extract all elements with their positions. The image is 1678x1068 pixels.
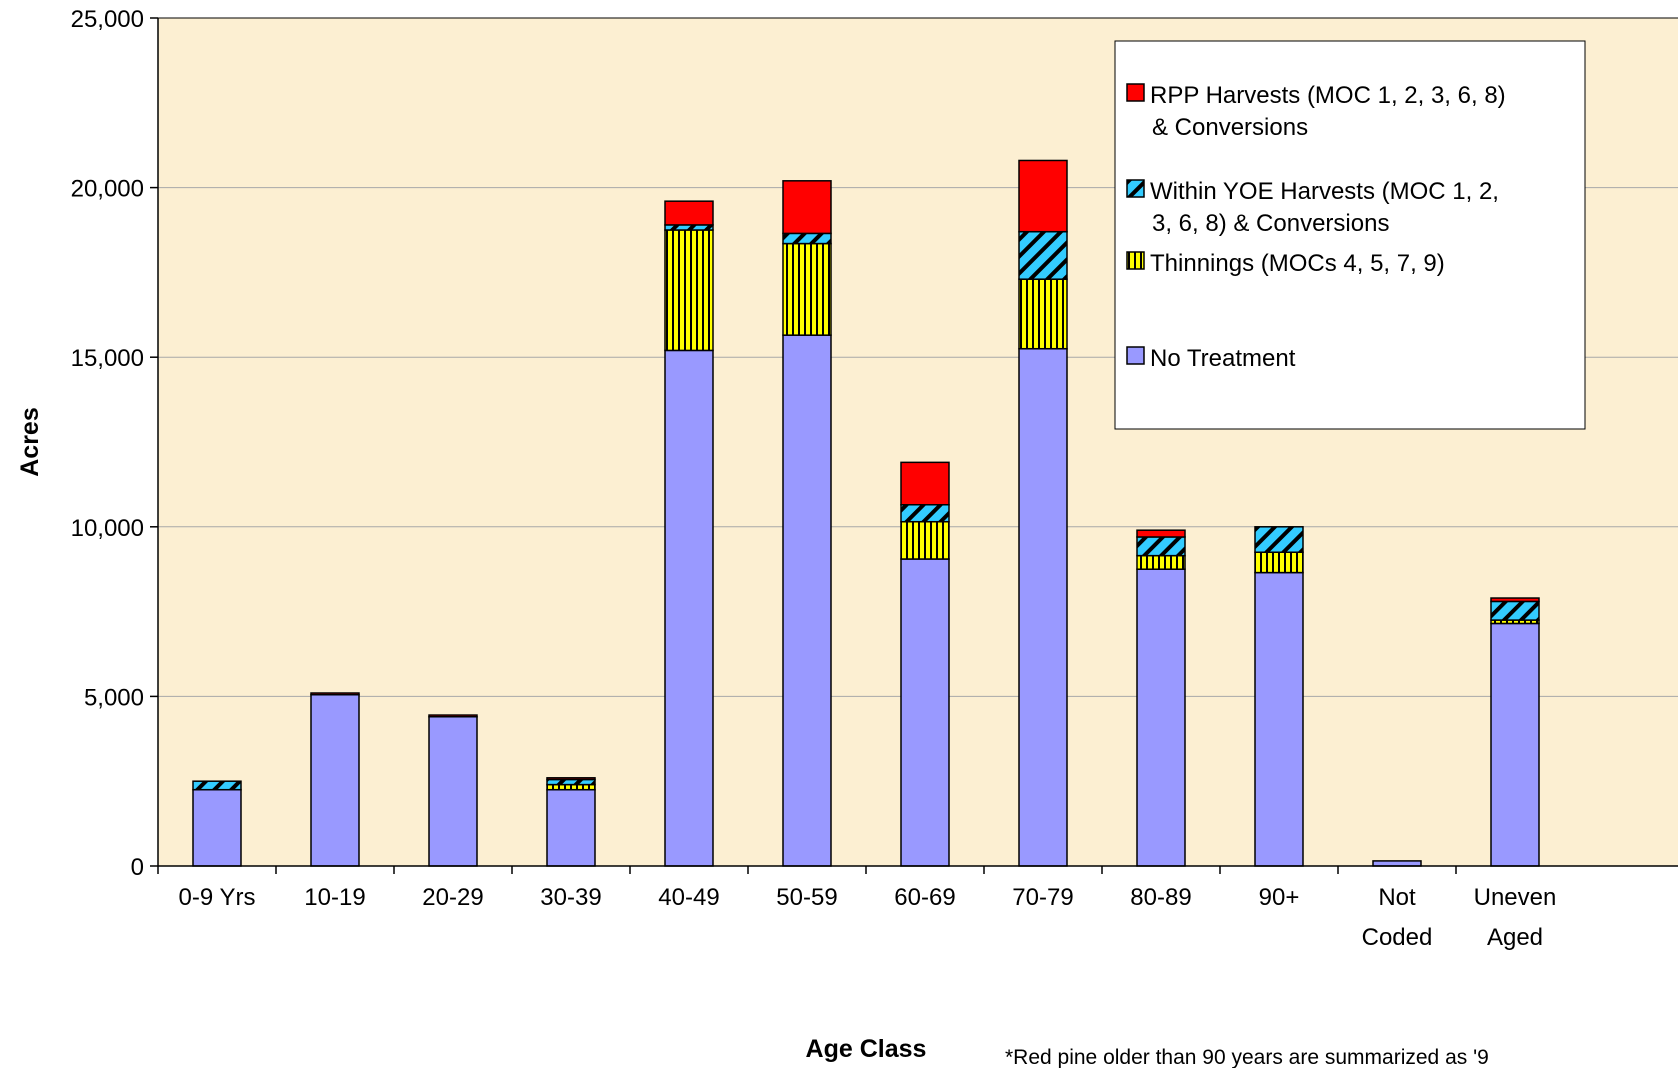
- bar-segment-2: [546, 778, 596, 786]
- legend: RPP Harvests (MOC 1, 2, 3, 6, 8) & Conver…: [1114, 40, 1586, 430]
- legend-box: [1114, 40, 1586, 430]
- y-axis-title: Acres: [16, 407, 44, 477]
- x-tick-label: 20-29: [422, 884, 483, 911]
- x-tick-label: Uneven: [1474, 884, 1557, 911]
- x-tick-label: 60-69: [894, 884, 955, 911]
- legend-label: No Treatment: [1150, 345, 1296, 372]
- legend-swatch: [1126, 179, 1145, 198]
- bar-segment-1: [546, 783, 596, 791]
- x-tick-label: 90+: [1259, 884, 1300, 911]
- x-tick-label: 0-9 Yrs: [179, 884, 256, 911]
- bar-segment-2: [192, 780, 242, 791]
- bar-segment-2: [782, 232, 832, 245]
- legend-label: Within YOE Harvests (MOC 1, 2,: [1150, 178, 1499, 205]
- bar-segment-1: [1018, 278, 1068, 350]
- bar-segment-0: [900, 558, 950, 867]
- x-tick-label: Not: [1378, 884, 1416, 911]
- legend-swatch: [1126, 83, 1145, 102]
- x-axis-ticks: 0-9 Yrs 10-19 20-29 30-39 40-49 50-59 60-69 70-…: [157, 866, 1557, 951]
- bar-segment-2: [1490, 600, 1540, 621]
- bar-segment-3: [1490, 597, 1540, 603]
- y-tick-label: 5,000: [84, 684, 144, 711]
- bar-segment-2: [1136, 536, 1186, 557]
- footnote: *Red pine older than 90 years are summar…: [1005, 1046, 1489, 1068]
- bar-segment-2: [664, 224, 714, 231]
- y-axis-ticks: 0 5,000 10,000 15,000 20,000 25,000: [71, 6, 158, 881]
- bar-segment-3: [782, 180, 832, 235]
- bar-segment-2: [900, 504, 950, 523]
- x-axis-title: Age Class: [806, 1035, 927, 1063]
- bar-segment-0: [1490, 622, 1540, 867]
- bar-segment-1: [664, 229, 714, 352]
- bar-segment-3: [546, 777, 596, 781]
- y-tick-label: 20,000: [71, 176, 144, 203]
- legend-label: & Conversions: [1152, 114, 1308, 141]
- legend-label: RPP Harvests (MOC 1, 2, 3, 6, 8): [1150, 82, 1506, 109]
- bar-segment-1: [900, 520, 950, 560]
- bar-segment-1: [1136, 554, 1186, 570]
- y-tick-label: 25,000: [71, 6, 144, 33]
- x-tick-label: 70-79: [1012, 884, 1073, 911]
- legend-swatch: [1126, 251, 1145, 270]
- x-tick-label: 40-49: [658, 884, 719, 911]
- bar-segment-2: [1254, 526, 1304, 553]
- bar-segment-3: [1136, 529, 1186, 538]
- y-tick-label: 10,000: [71, 515, 144, 542]
- y-tick-label: 0: [131, 854, 144, 881]
- bar-segment-3: [310, 692, 360, 696]
- x-tick-label: Coded: [1362, 924, 1433, 951]
- bar-segment-0: [1136, 568, 1186, 867]
- bar-segment-3: [900, 461, 950, 506]
- bar-segment-0: [546, 788, 596, 867]
- bar-segment-0: [310, 693, 360, 867]
- y-tick-label: 15,000: [71, 345, 144, 372]
- legend-label: Thinnings (MOCs 4, 5, 7, 9): [1150, 250, 1445, 277]
- bar-segment-0: [1254, 571, 1304, 867]
- bar-segment-3: [664, 200, 714, 226]
- bar-segment-0: [428, 716, 478, 867]
- bar-segment-1: [782, 242, 832, 336]
- bar-segment-0: [1372, 860, 1422, 867]
- x-tick-label: 80-89: [1130, 884, 1191, 911]
- bar-segment-3: [428, 714, 478, 718]
- bars: [192, 159, 1540, 867]
- x-tick-label: 30-39: [540, 884, 601, 911]
- bar-segment-0: [664, 349, 714, 867]
- legend-swatch: [1126, 346, 1145, 365]
- x-tick-label: 50-59: [776, 884, 837, 911]
- x-tick-label: 10-19: [304, 884, 365, 911]
- legend-label: 3, 6, 8) & Conversions: [1152, 210, 1389, 237]
- bar-segment-3: [1018, 159, 1068, 233]
- x-tick-label: Aged: [1487, 924, 1543, 951]
- bar-segment-2: [1018, 230, 1068, 280]
- bar-segment-0: [192, 788, 242, 867]
- bar-segment-1: [1254, 551, 1304, 574]
- bar-segment-0: [1018, 347, 1068, 867]
- bar-segment-0: [782, 334, 832, 867]
